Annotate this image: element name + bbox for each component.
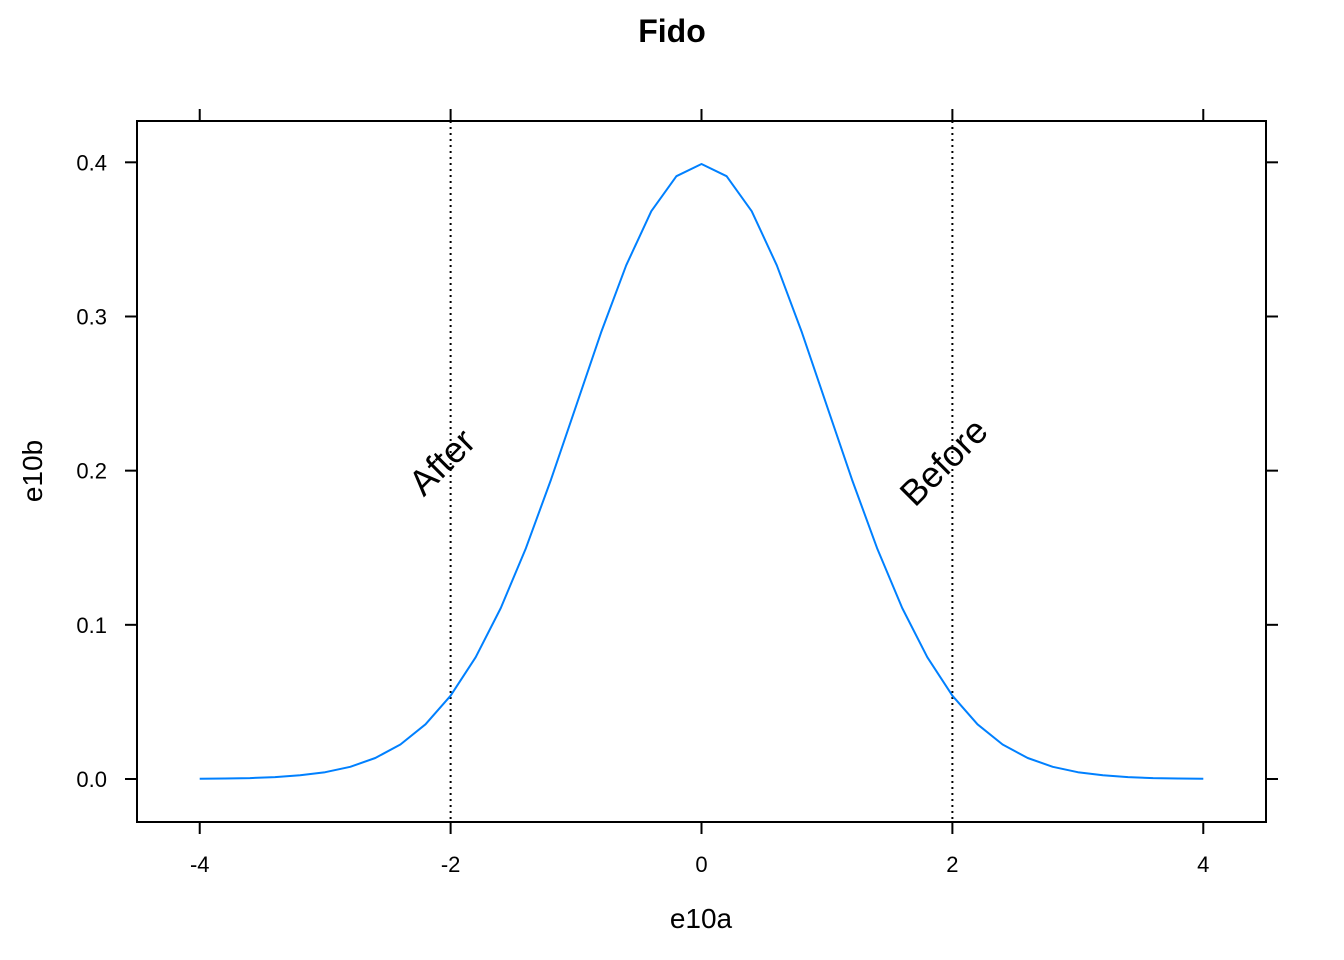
y-tick-label: 0.4 [76, 150, 107, 175]
axis-ticks: -4 -2 0 2 4 0.0 0.1 0.2 0.3 0.4 [76, 109, 1278, 877]
plot-frame [136, 120, 1267, 823]
x-tick-label: 4 [1197, 852, 1209, 877]
y-tick-label: 0.0 [76, 767, 107, 792]
x-tick-label: 0 [695, 852, 707, 877]
chart-title: Fido [638, 13, 706, 49]
annotations: After Before [400, 410, 995, 514]
series-line [199, 163, 1204, 780]
x-axis-label: e10a [670, 903, 733, 934]
y-axis-label: e10b [17, 440, 48, 502]
x-tick-label: 2 [946, 852, 958, 877]
y-tick-label: 0.1 [76, 613, 107, 638]
annotation-label: After [400, 420, 483, 503]
y-tick-label: 0.2 [76, 459, 107, 484]
y-tick-label: 0.3 [76, 304, 107, 329]
x-tick-label: -2 [441, 852, 461, 877]
annotation-label: Before [892, 410, 996, 514]
reference-lines [449, 121, 954, 822]
series-layer [199, 163, 1204, 780]
x-tick-label: -4 [190, 852, 210, 877]
